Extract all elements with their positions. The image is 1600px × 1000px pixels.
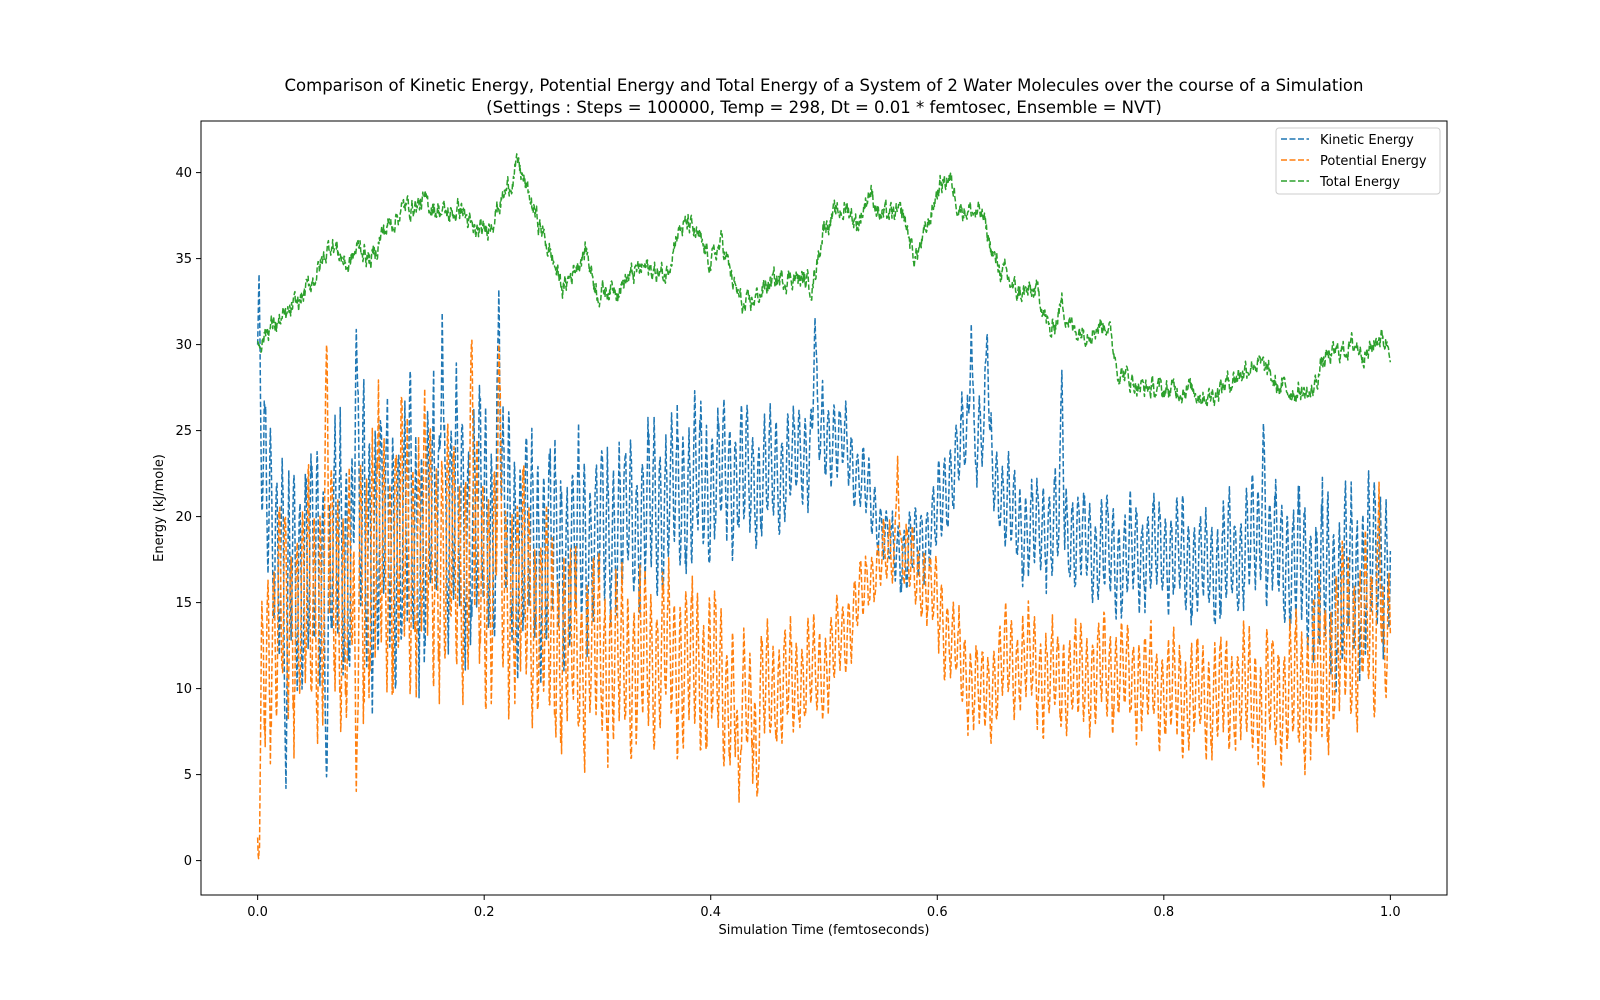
y-axis-title: Energy (kJ/mole) (152, 454, 167, 562)
y-tick-label: 25 (175, 424, 192, 439)
y-tick-label: 10 (175, 682, 192, 697)
legend-label-total: Total Energy (1319, 175, 1400, 190)
y-tick-label: 20 (175, 510, 192, 525)
x-tick-label: 0.8 (1153, 905, 1174, 920)
x-axis: 0.0 0.2 0.4 0.6 0.8 1.0 (247, 895, 1401, 920)
series-line-total-energy (256, 153, 1392, 407)
y-axis: 0 5 10 15 20 25 30 35 40 (175, 166, 201, 869)
x-tick-label: 0.6 (927, 905, 948, 920)
legend: Kinetic Energy Potential Energy Total En… (1275, 127, 1441, 195)
x-axis-title: Simulation Time (femtoseconds) (719, 923, 930, 938)
series-line-potential-energy (256, 339, 1392, 860)
x-tick-label: 0.2 (474, 905, 495, 920)
y-tick-label: 15 (175, 596, 192, 611)
legend-label-kinetic: Kinetic Energy (1320, 133, 1414, 148)
y-tick-label: 40 (175, 166, 192, 181)
series-layer (256, 153, 1392, 860)
chart-title: Comparison of Kinetic Energy, Potential … (285, 76, 1364, 95)
y-tick-label: 5 (184, 768, 192, 783)
chart-subtitle: (Settings : Steps = 100000, Temp = 298, … (486, 98, 1162, 117)
x-tick-label: 0.0 (247, 905, 268, 920)
plot-frame (200, 120, 1448, 896)
y-tick-label: 0 (184, 854, 192, 869)
y-tick-label: 30 (175, 338, 192, 353)
x-tick-label: 0.4 (700, 905, 721, 920)
legend-box (1275, 127, 1441, 195)
x-tick-label: 1.0 (1380, 905, 1401, 920)
y-tick-label: 35 (175, 252, 192, 267)
legend-label-potential: Potential Energy (1320, 154, 1427, 169)
